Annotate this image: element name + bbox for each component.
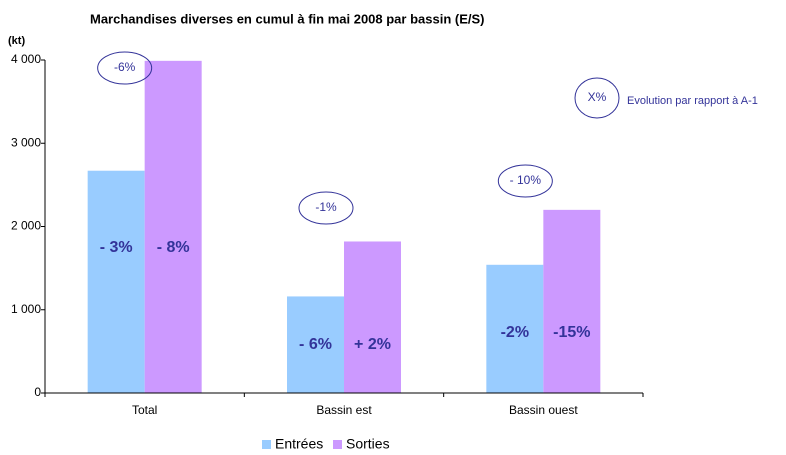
x-tick-label: Total xyxy=(132,403,157,417)
x-tick-label: Bassin ouest xyxy=(509,403,578,417)
evolution-ellipse xyxy=(97,51,153,85)
y-axis-label: (kt) xyxy=(8,35,25,47)
evolution-label: - 8% xyxy=(157,239,190,256)
bar xyxy=(144,60,202,394)
legend-swatch xyxy=(333,440,342,449)
evolution-ellipse xyxy=(497,164,553,198)
legend-label: Entrées xyxy=(275,436,323,452)
y-tick-label: 0 xyxy=(34,385,41,399)
bar xyxy=(87,170,145,393)
key-symbol: X% xyxy=(588,90,607,104)
evolution-label: - 6% xyxy=(299,336,332,353)
y-tick-label: 4 000 xyxy=(11,52,41,66)
bar xyxy=(287,296,344,393)
legend-swatch xyxy=(262,440,271,449)
evolution-label: -2% xyxy=(501,324,529,341)
evolution-label: -15% xyxy=(553,324,590,341)
category-evolution: -6% xyxy=(114,60,136,74)
evolution-label: + 2% xyxy=(354,336,391,353)
key-ellipse xyxy=(574,77,620,119)
bar xyxy=(543,209,601,393)
category-evolution: -1% xyxy=(315,200,337,214)
category-evolution: - 10% xyxy=(510,173,542,187)
y-tick-label: 3 000 xyxy=(11,135,41,149)
bar xyxy=(344,241,401,393)
key-text: Evolution par rapport à A-1 xyxy=(627,95,758,107)
evolution-ellipse xyxy=(298,191,354,225)
evolution-label: - 3% xyxy=(100,239,133,256)
bar xyxy=(486,264,544,393)
y-tick-label: 2 000 xyxy=(11,219,41,233)
y-tick-label: 1 000 xyxy=(11,302,41,316)
legend-label: Sorties xyxy=(346,436,390,452)
x-tick-label: Bassin est xyxy=(316,403,372,417)
chart-title: Marchandises diverses en cumul à fin mai… xyxy=(90,11,485,26)
